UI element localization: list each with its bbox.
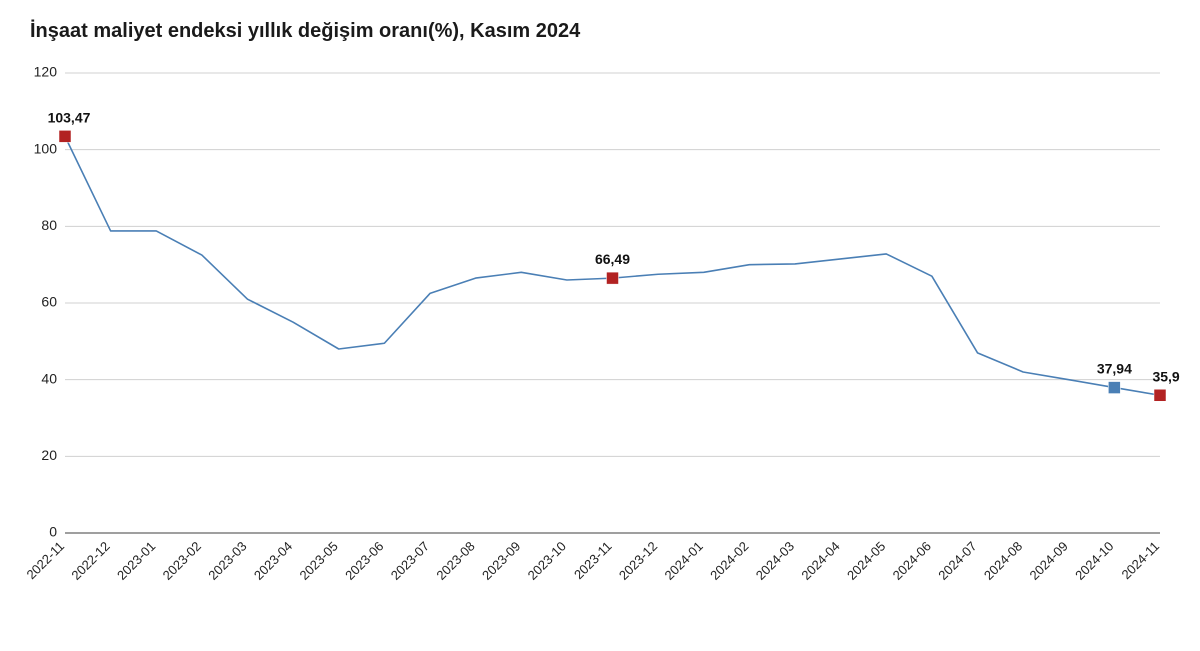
y-tick-label: 80: [41, 217, 57, 233]
x-tick-label: 2023-12: [616, 539, 660, 583]
data-label: 37,94: [1097, 361, 1132, 377]
x-tick-label: 2023-10: [525, 539, 569, 583]
data-label: 66,49: [595, 251, 630, 267]
y-tick-label: 120: [34, 64, 58, 80]
data-marker: [1154, 389, 1166, 401]
x-tick-label: 2023-11: [571, 539, 615, 583]
x-tick-label: 2024-02: [707, 539, 751, 583]
x-tick-label: 2023-09: [479, 539, 523, 583]
y-tick-label: 0: [49, 524, 57, 540]
x-tick-label: 2022-12: [68, 539, 112, 583]
data-label: 103,47: [48, 109, 91, 125]
x-tick-label: 2024-06: [890, 539, 934, 583]
y-tick-label: 60: [41, 294, 57, 310]
line-chart: 0204060801001202022-112022-122023-012023…: [20, 53, 1180, 633]
x-tick-label: 2024-10: [1072, 539, 1116, 583]
x-tick-label: 2024-03: [753, 539, 797, 583]
y-tick-label: 20: [41, 447, 57, 463]
x-tick-label: 2024-05: [844, 539, 888, 583]
data-marker: [607, 272, 619, 284]
x-tick-label: 2023-03: [205, 539, 249, 583]
x-tick-label: 2024-01: [662, 539, 706, 583]
x-tick-label: 2023-06: [342, 539, 386, 583]
x-tick-label: 2023-08: [433, 539, 477, 583]
x-tick-label: 2024-07: [935, 539, 979, 583]
x-tick-label: 2024-08: [981, 539, 1025, 583]
data-marker: [1108, 382, 1120, 394]
x-tick-label: 2024-11: [1118, 539, 1162, 583]
data-marker: [59, 130, 71, 142]
y-tick-label: 100: [34, 140, 58, 156]
x-tick-label: 2023-05: [297, 539, 341, 583]
x-tick-label: 2022-11: [23, 539, 67, 583]
x-tick-label: 2023-04: [251, 539, 295, 583]
x-tick-label: 2023-02: [160, 539, 204, 583]
x-tick-label: 2024-04: [798, 539, 842, 583]
y-tick-label: 40: [41, 370, 57, 386]
x-tick-label: 2024-09: [1027, 539, 1071, 583]
x-tick-label: 2023-07: [388, 539, 432, 583]
chart-title: İnşaat maliyet endeksi yıllık değişim or…: [30, 20, 1180, 43]
data-label: 35,93: [1152, 368, 1180, 384]
x-tick-label: 2023-01: [114, 539, 158, 583]
